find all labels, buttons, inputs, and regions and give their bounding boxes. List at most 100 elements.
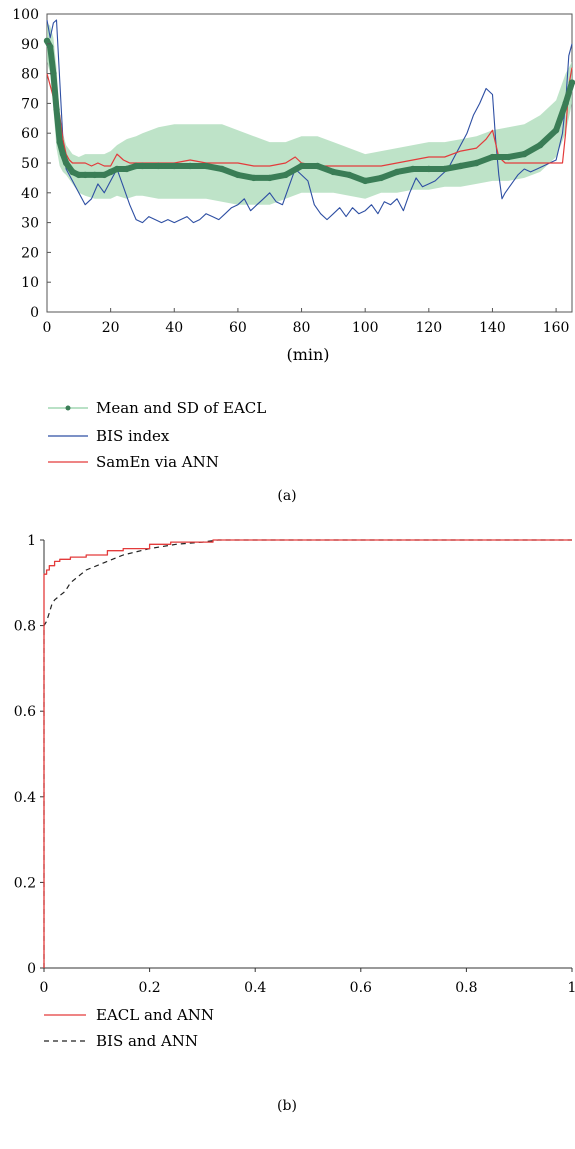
chart-a-x-axis-label: (min) [286,345,329,364]
eacl-sd-band [47,22,572,205]
eacl-mean-point [298,162,305,170]
eacl-mean-point [568,79,575,86]
chart-a-y-tick-label: 60 [21,126,39,142]
chart-b-x-tick-label: 0 [40,980,49,996]
eacl-mean-point [218,165,226,173]
chart-a-axes: 0 10 20 30 40 50 60 70 80 90 100 0 20 40 60 80 100 120 140… [12,7,569,336]
chart-b-x-tick-label: 0.8 [455,980,477,996]
eacl-mean-point [107,168,114,176]
bis-index-line [46,19,573,224]
eacl-mean-point [425,165,433,173]
eacl-mean-point [186,162,194,170]
eacl-mean-point [53,106,60,113]
chart-a-x-tick-label: 80 [293,320,311,336]
eacl-mean-point [441,165,448,173]
chart-b-legend-label: EACL and ANN [96,1006,214,1024]
bis-ann-roc-line [43,539,572,968]
eacl-mean-point [202,162,210,170]
chart-b-axes: 0 0.2 0.4 0.6 0.8 1 0 0.2 0.4 0.6 0.8 1 [14,533,575,996]
chart-a-y-tick-label: 20 [21,245,39,261]
eacl-mean-point [552,127,560,134]
eacl-mean-point [473,159,480,167]
chart-a-x-tick-label: 120 [415,320,442,336]
eacl-mean-point [91,171,98,179]
chart-b-y-tick-label: 0.6 [14,704,36,720]
eacl-mean-point [536,141,544,149]
chart-b-x-tick-label: 1 [568,980,575,996]
chart-a-y-tick-label: 70 [21,96,39,112]
chart-a-x-tick-label: 140 [479,320,506,336]
chart-b-y-tick-label: 1 [27,533,36,549]
eacl-mean-point [81,171,89,179]
chart-b-series-group [43,539,572,968]
eacl-mean-point [139,162,146,170]
chart-b-legend-label: BIS and ANN [96,1032,198,1050]
chart-a-y-tick-label: 90 [21,37,39,53]
eacl-mean-point [69,168,76,176]
chart-a-legend-label: BIS index [96,427,170,445]
eacl-mean-point [393,168,401,176]
chart-a-y-tick-label: 30 [21,216,39,232]
eacl-mean-point [171,162,178,170]
chart-a-panel-label: (a) [277,488,296,504]
chart-a-x-tick-label: 60 [229,320,247,336]
chart-a-x-tick-label: 40 [165,320,183,336]
chart-b-y-tick-label: 0.8 [14,619,36,635]
chart-a-y-tick-label: 100 [12,7,39,23]
chart-a-legend: Mean and SD of EACL BIS index SamEn via AN… [48,399,266,471]
chart-a-series-group [43,19,575,224]
eacl-mean-point [50,70,57,77]
chart-b-y-tick-label: 0 [27,961,36,977]
chart-a-y-tick-label: 80 [21,67,39,83]
chart-b-x-tick-label: 0.2 [138,980,160,996]
chart-b: 0 0.2 0.4 0.6 0.8 1 0 0.2 0.4 0.6 0.8 1 EACL and AN… [14,533,575,1114]
eacl-mean-point [266,174,273,182]
eacl-sd-band-group [47,22,572,205]
eacl-ann-roc-line [43,539,572,968]
eacl-mean-point [377,174,385,182]
eacl-mean-point [409,165,417,173]
chart-b-legend: EACL and ANN BIS and ANN [44,1006,214,1050]
eacl-mean-point [314,162,321,170]
eacl-mean-point [43,37,51,45]
eacl-mean-point [346,171,353,179]
chart-a-legend-label: Mean and SD of EACL [96,399,266,417]
chart-a-x-tick-label: 160 [543,320,570,336]
eacl-mean-point [155,162,162,170]
eacl-mean-point [101,171,108,179]
chart-b-x-tick-label: 0.4 [244,980,266,996]
chart-a-y-tick-label: 50 [21,156,39,172]
eacl-mean-point [113,165,121,173]
eacl-mean-point [282,171,289,179]
eacl-mean-point [521,150,528,158]
chart-a-x-tick-label: 0 [43,320,52,336]
eacl-mean-point [562,100,569,107]
chart-a-legend-marker [65,405,71,411]
eacl-mean-point [123,165,130,173]
eacl-mean-point [132,162,140,170]
chart-a-y-tick-label: 0 [30,305,39,321]
eacl-mean-point [56,138,63,146]
eacl-mean-point [62,159,70,167]
eacl-mean-point [59,150,67,158]
eacl-mean-point [250,174,258,182]
eacl-mean-point [457,162,464,170]
chart-b-y-tick-label: 0.2 [14,875,36,891]
eacl-mean-point [505,153,512,161]
eacl-mean-point [489,153,496,161]
chart-b-panel-label: (b) [277,1098,297,1114]
chart-a-x-tick-label: 100 [352,320,379,336]
chart-a-x-tick-label: 20 [102,320,120,336]
eacl-mean-point [75,171,83,179]
chart-b-y-tick-label: 0.4 [14,790,36,806]
eacl-mean-point [46,43,54,50]
chart-a: 0 10 20 30 40 50 60 70 80 90 100 0 20 40 60 80 100 120 140… [12,7,575,504]
chart-a-y-tick-label: 40 [21,186,39,202]
chart-a-legend-label: SamEn via ANN [96,453,219,471]
chart-b-x-tick-label: 0.6 [350,980,372,996]
chart-a-y-tick-label: 10 [21,275,39,291]
eacl-mean-point [234,171,242,179]
eacl-mean-point [361,177,369,185]
eacl-mean-point [330,168,337,176]
